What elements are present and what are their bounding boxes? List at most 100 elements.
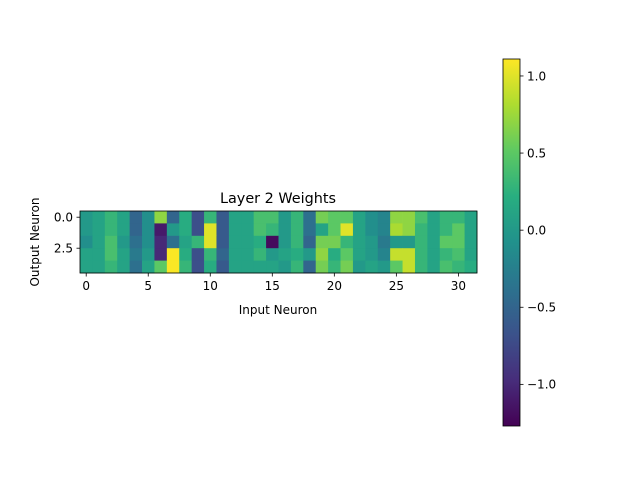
heatmap-cell <box>241 235 255 249</box>
heatmap-cell <box>402 248 416 261</box>
heatmap-cell <box>427 260 441 274</box>
heatmap-cell <box>117 235 131 249</box>
heatmap-cell <box>166 211 180 224</box>
heatmap-cell <box>452 211 465 224</box>
heatmap-cell <box>104 260 118 274</box>
heatmap-cell <box>104 223 118 237</box>
heatmap-cell <box>154 223 168 237</box>
heatmap-cell <box>129 248 143 261</box>
heatmap-cell <box>303 223 317 237</box>
x-tick-label: 20 <box>327 279 342 293</box>
heatmap-cell <box>216 211 230 224</box>
x-axis-label: Input Neuron <box>239 303 317 317</box>
heatmap-cell <box>402 260 416 274</box>
heatmap-cell <box>464 260 478 274</box>
heatmap-cell <box>166 248 180 261</box>
heatmap-cell <box>414 211 428 224</box>
heatmap-cell <box>315 211 329 224</box>
heatmap-cell <box>328 211 341 224</box>
heatmap-cell <box>129 211 143 224</box>
colorbar <box>502 58 521 427</box>
heatmap-cell <box>80 235 93 249</box>
heatmap-cell <box>204 235 217 249</box>
heatmap-cell <box>266 223 279 237</box>
heatmap-cell <box>142 248 155 261</box>
heatmap-cell <box>439 235 453 249</box>
heatmap-cell <box>80 211 93 224</box>
heatmap-cell <box>328 223 341 237</box>
heatmap-cell <box>390 211 403 224</box>
heatmap-cell <box>340 211 354 224</box>
heatmap-cell <box>191 211 205 224</box>
heatmap-cell <box>179 248 193 261</box>
heatmap-cell <box>179 260 193 274</box>
heatmap-cell <box>241 248 255 261</box>
heatmap-cell <box>377 223 391 237</box>
heatmap-cell <box>340 248 354 261</box>
heatmap-cell <box>104 235 118 249</box>
heatmap-cell <box>402 235 416 249</box>
heatmap-cell <box>154 235 168 249</box>
heatmap-cell <box>166 235 180 249</box>
heatmap-cell <box>352 248 366 261</box>
heatmap-cells <box>80 211 478 274</box>
heatmap-cell <box>315 223 329 237</box>
heatmap-cell <box>204 260 217 274</box>
heatmap-cell <box>452 235 465 249</box>
heatmap-cell <box>352 235 366 249</box>
heatmap-cell <box>365 260 379 274</box>
heatmap-cell <box>92 223 106 237</box>
heatmap-cell <box>179 223 193 237</box>
heatmap-cell <box>340 223 354 237</box>
heatmap-cell <box>154 211 168 224</box>
heatmap-cell <box>253 248 267 261</box>
heatmap-cell <box>414 248 428 261</box>
heatmap-cell <box>266 248 279 261</box>
heatmap-cell <box>228 235 242 249</box>
heatmap-cell <box>290 235 304 249</box>
heatmap-cell <box>303 260 317 274</box>
heatmap-cell <box>365 211 379 224</box>
x-tick-label: 25 <box>389 279 404 293</box>
heatmap-cell <box>377 235 391 249</box>
heatmap-cell <box>154 260 168 274</box>
heatmap-cell <box>266 211 279 224</box>
heatmap-cell <box>216 223 230 237</box>
heatmap-cell <box>390 248 403 261</box>
heatmap-cell <box>377 260 391 274</box>
heatmap-cell <box>253 235 267 249</box>
heatmap-cell <box>92 248 106 261</box>
colorbar-tick-label: 0.5 <box>527 146 546 160</box>
heatmap-cell <box>439 211 453 224</box>
x-tick-label: 10 <box>203 279 218 293</box>
heatmap-cell <box>352 211 366 224</box>
heatmap-cell <box>340 260 354 274</box>
heatmap-cell <box>129 260 143 274</box>
y-tick-label: 0.0 <box>54 211 73 225</box>
heatmap-cell <box>427 235 441 249</box>
heatmap-cell <box>278 223 292 237</box>
heatmap-cell <box>166 260 180 274</box>
heatmap-frame <box>79 210 478 274</box>
heatmap-cell <box>427 211 441 224</box>
heatmap-cell <box>204 248 217 261</box>
heatmap-cell <box>179 235 193 249</box>
heatmap-cell <box>191 235 205 249</box>
heatmap-cell <box>166 223 180 237</box>
heatmap-cell <box>228 211 242 224</box>
heatmap-cell <box>464 211 478 224</box>
heatmap-cell <box>352 223 366 237</box>
heatmap-cell <box>80 223 93 237</box>
heatmap-cell <box>253 260 267 274</box>
heatmap-cell <box>80 248 93 261</box>
heatmap-cell <box>365 235 379 249</box>
heatmap-cell <box>402 223 416 237</box>
heatmap-cell <box>290 211 304 224</box>
heatmap-cell <box>228 223 242 237</box>
heatmap-cell <box>377 248 391 261</box>
colorbar-tick-label: −1.0 <box>527 378 556 392</box>
heatmap-cell <box>439 260 453 274</box>
y-axis-ticks: 0.0 2.5 <box>54 211 80 256</box>
heatmap-cell <box>92 211 106 224</box>
